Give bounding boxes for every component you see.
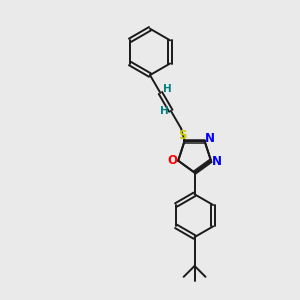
Text: N: N — [205, 132, 215, 145]
Text: S: S — [178, 128, 187, 142]
Text: N: N — [212, 155, 222, 168]
Text: O: O — [168, 154, 178, 166]
Text: H: H — [160, 106, 169, 116]
Text: H: H — [163, 84, 171, 94]
